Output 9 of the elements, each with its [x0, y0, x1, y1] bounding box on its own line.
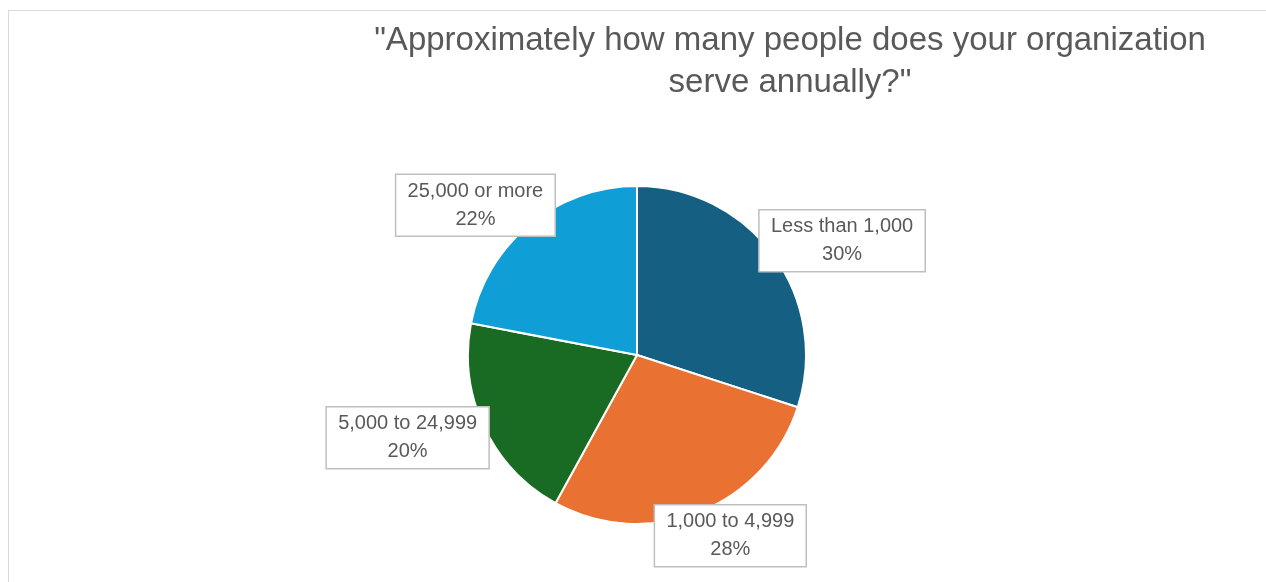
- chart-title: "Approximately how many people does your organization serve annually?": [373, 19, 1207, 101]
- slice-label: 25,000 or more: [407, 178, 544, 201]
- data-label: 28%: [710, 537, 751, 560]
- data-label: 30%: [822, 242, 863, 265]
- data-label: 22%: [455, 206, 496, 229]
- data-label: 20%: [387, 439, 428, 462]
- slice-label: Less than 1,000: [770, 214, 914, 237]
- slice-label: 1,000 to 4,999: [666, 509, 795, 532]
- slice-label: 5,000 to 24,999: [338, 411, 478, 434]
